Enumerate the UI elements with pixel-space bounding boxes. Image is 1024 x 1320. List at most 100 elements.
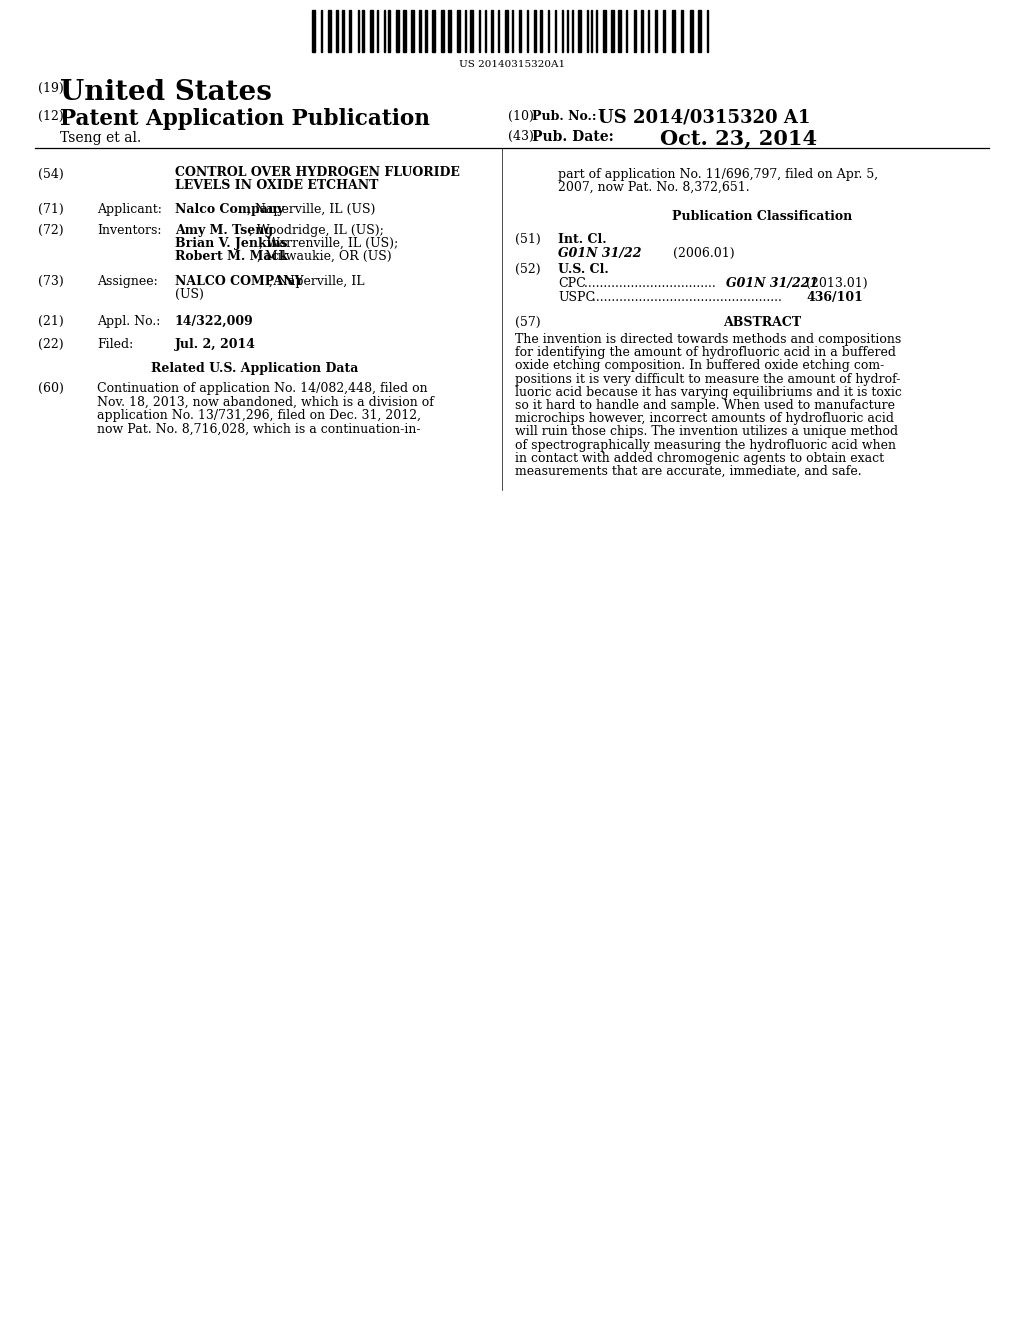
Text: (73): (73) [38,275,63,288]
Bar [578,11,581,51]
Text: Inventors:: Inventors: [97,224,162,238]
Text: application No. 13/731,296, filed on Dec. 31, 2012,: application No. 13/731,296, filed on Dec… [97,409,421,422]
Bar [663,11,665,51]
Bar [312,11,315,51]
Bar [370,11,373,51]
Text: Robert M. Mack: Robert M. Mack [175,249,288,263]
Bar [641,11,643,51]
Text: (2006.01): (2006.01) [673,247,734,260]
Text: now Pat. No. 8,716,028, which is a continuation-in-: now Pat. No. 8,716,028, which is a conti… [97,422,421,436]
Bar [432,11,435,51]
Text: Int. Cl.: Int. Cl. [558,234,606,246]
Bar [698,11,701,51]
Text: , Milwaukie, OR (US): , Milwaukie, OR (US) [257,249,391,263]
Bar [655,11,657,51]
Text: United States: United States [60,79,272,106]
Text: Pub. No.:: Pub. No.: [532,110,597,123]
Text: (54): (54) [38,168,63,181]
Text: Jul. 2, 2014: Jul. 2, 2014 [175,338,256,351]
Text: positions it is very difficult to measure the amount of hydrof-: positions it is very difficult to measur… [515,372,900,385]
Text: Brian V. Jenkins: Brian V. Jenkins [175,238,288,249]
Text: (51): (51) [515,234,541,246]
Text: 2007, now Pat. No. 8,372,651.: 2007, now Pat. No. 8,372,651. [558,181,750,194]
Text: Related U.S. Application Data: Related U.S. Application Data [152,362,358,375]
Bar [490,11,493,51]
Text: (US): (US) [175,288,204,301]
Text: so it hard to handle and sample. When used to manufacture: so it hard to handle and sample. When us… [515,399,895,412]
Text: G01N 31/221: G01N 31/221 [726,277,818,290]
Text: CPC: CPC [558,277,586,290]
Bar [519,11,521,51]
Bar [449,11,451,51]
Text: measurements that are accurate, immediate, and safe.: measurements that are accurate, immediat… [515,465,861,478]
Text: Patent Application Publication: Patent Application Publication [60,108,430,129]
Text: part of application No. 11/696,797, filed on Apr. 5,: part of application No. 11/696,797, file… [558,168,879,181]
Text: in contact with added chromogenic agents to obtain exact: in contact with added chromogenic agents… [515,451,884,465]
Text: (12): (12) [38,110,63,123]
Text: NALCO COMPANY: NALCO COMPANY [175,275,303,288]
Text: microchips however, incorrect amounts of hydrofluoric acid: microchips however, incorrect amounts of… [515,412,894,425]
Text: Pub. Date:: Pub. Date: [532,129,613,144]
Text: , Naperville, IL: , Naperville, IL [269,275,365,288]
Text: ..................................: .................................. [580,277,716,290]
Bar [672,11,675,51]
Bar [611,11,614,51]
Text: (43): (43) [508,129,534,143]
Text: LEVELS IN OXIDE ETCHANT: LEVELS IN OXIDE ETCHANT [175,180,379,191]
Bar [342,11,344,51]
Text: , Woodridge, IL (US);: , Woodridge, IL (US); [249,224,384,238]
Text: (22): (22) [38,338,63,351]
Bar [540,11,542,51]
Text: Nalco Company: Nalco Company [175,203,285,216]
Bar [618,11,621,51]
Text: Amy M. Tseng: Amy M. Tseng [175,224,273,238]
Text: (19): (19) [38,82,63,95]
Text: The invention is directed towards methods and compositions: The invention is directed towards method… [515,333,901,346]
Bar [362,11,364,51]
Text: Appl. No.:: Appl. No.: [97,315,161,327]
Bar [396,11,399,51]
Text: (57): (57) [515,315,541,329]
Bar [411,11,414,51]
Text: (71): (71) [38,203,63,216]
Bar [681,11,683,51]
Text: G01N 31/22: G01N 31/22 [558,247,641,260]
Text: USPC: USPC [558,290,595,304]
Bar [634,11,636,51]
Bar [328,11,331,51]
Text: (21): (21) [38,315,63,327]
Bar [419,11,421,51]
Text: of spectrographically measuring the hydrofluoric acid when: of spectrographically measuring the hydr… [515,438,896,451]
Bar [470,11,473,51]
Text: , Warrenville, IL (US);: , Warrenville, IL (US); [259,238,398,249]
Text: Assignee:: Assignee: [97,275,158,288]
Bar [505,11,508,51]
Bar [457,11,460,51]
Text: , Naperville, IL (US): , Naperville, IL (US) [247,203,376,216]
Bar [349,11,351,51]
Text: (72): (72) [38,224,63,238]
Text: luoric acid because it has varying equilibriums and it is toxic: luoric acid because it has varying equil… [515,385,902,399]
Bar [534,11,536,51]
Bar [425,11,427,51]
Bar [336,11,338,51]
Text: US 2014/0315320 A1: US 2014/0315320 A1 [598,108,810,125]
Text: Continuation of application No. 14/082,448, filed on: Continuation of application No. 14/082,4… [97,381,428,395]
Text: Filed:: Filed: [97,338,133,351]
Text: 436/101: 436/101 [806,290,863,304]
Text: US 20140315320A1: US 20140315320A1 [459,59,565,69]
Text: (60): (60) [38,381,63,395]
Text: (2013.01): (2013.01) [806,277,867,290]
Text: Oct. 23, 2014: Oct. 23, 2014 [660,128,817,148]
Text: 14/322,009: 14/322,009 [175,315,254,327]
Bar [388,11,390,51]
Text: for identifying the amount of hydrofluoric acid in a buffered: for identifying the amount of hydrofluor… [515,346,896,359]
Text: will ruin those chips. The invention utilizes a unique method: will ruin those chips. The invention uti… [515,425,898,438]
Text: Publication Classification: Publication Classification [672,210,852,223]
Text: ABSTRACT: ABSTRACT [723,315,801,329]
Bar [441,11,444,51]
Text: Nov. 18, 2013, now abandoned, which is a division of: Nov. 18, 2013, now abandoned, which is a… [97,396,434,408]
Text: (10): (10) [508,110,534,123]
Text: U.S. Cl.: U.S. Cl. [558,263,608,276]
Text: Tseng et al.: Tseng et al. [60,131,141,145]
